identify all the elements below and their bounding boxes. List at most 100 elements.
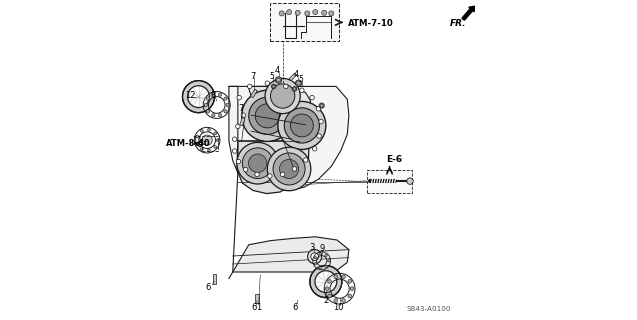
Circle shape bbox=[202, 135, 212, 145]
Circle shape bbox=[279, 11, 284, 16]
Circle shape bbox=[341, 299, 345, 302]
Circle shape bbox=[201, 130, 203, 132]
Circle shape bbox=[242, 148, 273, 179]
Polygon shape bbox=[188, 86, 210, 108]
Circle shape bbox=[233, 149, 237, 153]
Circle shape bbox=[211, 93, 215, 96]
Circle shape bbox=[325, 254, 327, 257]
Text: 4: 4 bbox=[275, 66, 280, 75]
Text: 6: 6 bbox=[293, 303, 298, 312]
Circle shape bbox=[214, 132, 217, 135]
Circle shape bbox=[329, 11, 334, 16]
Circle shape bbox=[196, 135, 199, 138]
Circle shape bbox=[237, 142, 278, 184]
Circle shape bbox=[278, 101, 326, 149]
FancyBboxPatch shape bbox=[367, 170, 412, 193]
Circle shape bbox=[248, 97, 286, 134]
Polygon shape bbox=[310, 266, 342, 298]
Text: 7: 7 bbox=[238, 104, 244, 113]
Circle shape bbox=[319, 103, 324, 108]
Circle shape bbox=[319, 119, 324, 124]
Text: 5: 5 bbox=[269, 72, 275, 81]
Polygon shape bbox=[248, 86, 310, 119]
Circle shape bbox=[233, 137, 237, 141]
Circle shape bbox=[407, 178, 413, 184]
Circle shape bbox=[295, 10, 300, 15]
Circle shape bbox=[303, 158, 308, 162]
Text: FR.: FR. bbox=[450, 19, 466, 28]
Circle shape bbox=[310, 95, 314, 100]
Circle shape bbox=[248, 154, 267, 172]
Circle shape bbox=[334, 275, 338, 279]
Circle shape bbox=[317, 134, 322, 138]
Circle shape bbox=[327, 294, 331, 298]
Text: 10: 10 bbox=[333, 303, 343, 312]
Circle shape bbox=[243, 167, 248, 172]
FancyArrow shape bbox=[250, 89, 257, 98]
Circle shape bbox=[271, 84, 295, 108]
Circle shape bbox=[247, 84, 252, 89]
Circle shape bbox=[319, 253, 321, 255]
FancyArrow shape bbox=[289, 73, 297, 81]
Circle shape bbox=[314, 263, 317, 265]
Circle shape bbox=[224, 97, 227, 100]
Circle shape bbox=[292, 167, 297, 171]
Circle shape bbox=[201, 148, 203, 151]
Circle shape bbox=[325, 265, 327, 268]
Circle shape bbox=[204, 103, 208, 107]
Circle shape bbox=[273, 153, 305, 185]
Circle shape bbox=[316, 107, 321, 111]
Circle shape bbox=[214, 146, 217, 148]
Circle shape bbox=[348, 294, 352, 298]
Text: ATM-8-40: ATM-8-40 bbox=[166, 139, 210, 148]
Circle shape bbox=[326, 287, 329, 291]
Text: 5: 5 bbox=[299, 76, 303, 84]
Circle shape bbox=[280, 172, 285, 177]
FancyArrow shape bbox=[240, 117, 245, 126]
Circle shape bbox=[341, 275, 345, 279]
Circle shape bbox=[206, 97, 210, 100]
Circle shape bbox=[271, 84, 276, 89]
Circle shape bbox=[312, 147, 317, 151]
Text: S843-A0100: S843-A0100 bbox=[406, 306, 451, 312]
Circle shape bbox=[236, 124, 240, 129]
Circle shape bbox=[299, 88, 304, 92]
Circle shape bbox=[255, 172, 259, 177]
Circle shape bbox=[224, 110, 227, 113]
FancyArrow shape bbox=[255, 294, 259, 303]
Circle shape bbox=[241, 113, 245, 117]
Circle shape bbox=[322, 10, 327, 15]
Circle shape bbox=[241, 90, 293, 141]
Circle shape bbox=[327, 260, 330, 262]
Circle shape bbox=[255, 104, 280, 128]
Text: 4: 4 bbox=[294, 70, 299, 79]
Text: 2: 2 bbox=[323, 296, 329, 305]
Circle shape bbox=[226, 103, 229, 107]
Circle shape bbox=[327, 279, 331, 283]
Circle shape bbox=[313, 10, 318, 15]
Circle shape bbox=[236, 159, 241, 164]
Circle shape bbox=[265, 81, 269, 85]
Circle shape bbox=[276, 78, 280, 82]
FancyBboxPatch shape bbox=[270, 3, 339, 41]
Circle shape bbox=[268, 174, 272, 178]
Circle shape bbox=[273, 85, 275, 88]
Circle shape bbox=[208, 128, 210, 131]
Circle shape bbox=[314, 257, 317, 259]
Circle shape bbox=[196, 142, 199, 145]
Text: 11: 11 bbox=[192, 136, 203, 145]
Text: 7: 7 bbox=[250, 72, 255, 81]
Text: 3: 3 bbox=[309, 243, 315, 252]
Circle shape bbox=[218, 93, 222, 96]
Circle shape bbox=[287, 10, 292, 15]
Circle shape bbox=[290, 114, 313, 137]
Text: 12: 12 bbox=[185, 91, 196, 100]
Circle shape bbox=[283, 84, 288, 89]
Circle shape bbox=[218, 114, 222, 117]
Circle shape bbox=[217, 139, 219, 141]
Polygon shape bbox=[315, 271, 337, 292]
Text: 1: 1 bbox=[256, 303, 261, 312]
Circle shape bbox=[348, 279, 352, 283]
Circle shape bbox=[320, 104, 323, 107]
Text: ATM-7-10: ATM-7-10 bbox=[348, 19, 394, 28]
